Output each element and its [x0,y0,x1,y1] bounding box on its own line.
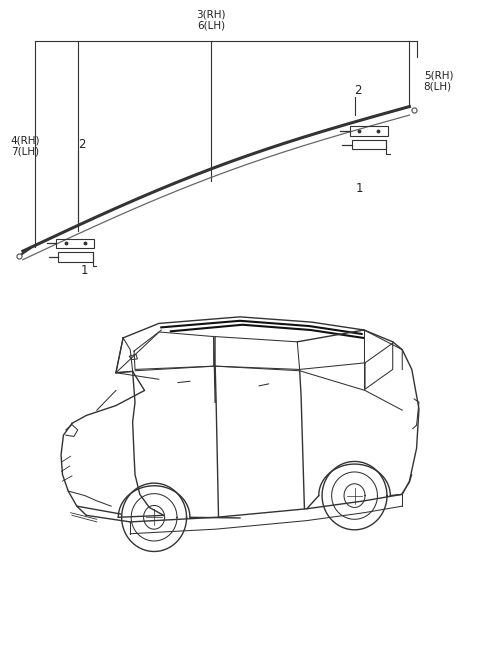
Text: 3(RH)
6(LH): 3(RH) 6(LH) [197,9,226,31]
Text: 1: 1 [81,265,89,277]
Text: 5(RH)
8(LH): 5(RH) 8(LH) [424,71,453,92]
Text: 2: 2 [355,84,362,96]
Text: 1: 1 [356,182,363,195]
Text: 2: 2 [78,138,85,151]
Text: 4(RH)
7(LH): 4(RH) 7(LH) [11,135,40,157]
